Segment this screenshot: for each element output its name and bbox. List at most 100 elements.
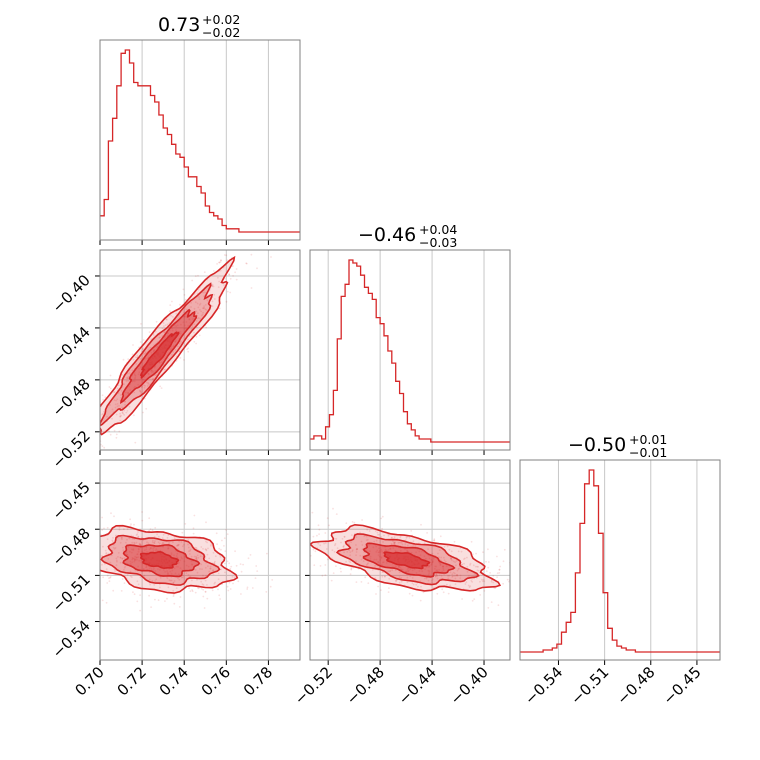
sample-point bbox=[178, 543, 180, 546]
sample-point bbox=[149, 346, 152, 349]
sample-point bbox=[85, 549, 87, 551]
sample-point bbox=[428, 570, 431, 573]
sample-point bbox=[170, 353, 173, 356]
sample-point bbox=[476, 569, 479, 572]
sample-point bbox=[540, 598, 542, 600]
sample-point bbox=[120, 590, 123, 592]
sample-point bbox=[387, 570, 390, 573]
sample-point bbox=[487, 561, 490, 563]
sample-point bbox=[93, 437, 95, 439]
sample-point bbox=[101, 394, 104, 397]
sample-point bbox=[134, 385, 136, 388]
sample-point bbox=[158, 542, 161, 545]
sample-point bbox=[185, 321, 188, 323]
sample-point bbox=[137, 383, 140, 386]
sample-point bbox=[191, 563, 193, 565]
sample-point bbox=[158, 583, 161, 586]
sample-point bbox=[166, 573, 169, 576]
sample-point bbox=[332, 507, 334, 510]
sample-point bbox=[494, 587, 496, 590]
sample-point bbox=[90, 463, 92, 465]
sample-point bbox=[175, 325, 178, 328]
sample-point bbox=[209, 567, 212, 570]
sample-point bbox=[368, 530, 371, 532]
sample-point bbox=[38, 540, 40, 542]
title-param-2-plus: +0.01 bbox=[629, 432, 667, 447]
contour-level-4 bbox=[383, 551, 431, 570]
sample-point bbox=[121, 406, 123, 409]
sample-point bbox=[216, 263, 219, 265]
x-tick-label-param-2: −0.48 bbox=[613, 663, 658, 708]
sample-point bbox=[229, 567, 232, 570]
sample-point bbox=[121, 546, 124, 549]
sample-point bbox=[211, 589, 214, 592]
sample-point bbox=[503, 548, 506, 551]
sample-point bbox=[96, 436, 98, 438]
sample-point bbox=[127, 392, 129, 394]
sample-point bbox=[349, 573, 352, 575]
sample-point bbox=[116, 405, 119, 408]
sample-point bbox=[469, 564, 471, 566]
sample-point bbox=[132, 549, 135, 551]
sample-point bbox=[97, 430, 99, 432]
sample-point bbox=[145, 565, 148, 568]
sample-point bbox=[208, 557, 211, 560]
sample-point bbox=[194, 546, 197, 549]
sample-point bbox=[204, 579, 207, 582]
sample-point bbox=[434, 565, 436, 568]
sample-point bbox=[116, 403, 119, 405]
sample-point bbox=[195, 342, 198, 345]
sample-point bbox=[491, 579, 493, 582]
sample-point bbox=[113, 429, 116, 432]
sample-point bbox=[128, 385, 131, 388]
sample-point bbox=[103, 446, 106, 449]
sample-point bbox=[152, 350, 155, 352]
sample-point bbox=[187, 347, 190, 350]
sample-point bbox=[204, 304, 207, 306]
sample-point bbox=[156, 533, 159, 536]
sample-point bbox=[145, 546, 148, 548]
sample-point bbox=[234, 550, 237, 553]
sample-point bbox=[369, 558, 372, 560]
sample-point bbox=[335, 513, 338, 515]
sample-point bbox=[154, 330, 157, 333]
sample-point bbox=[487, 566, 490, 569]
sample-point bbox=[326, 517, 329, 520]
sample-point bbox=[130, 523, 132, 526]
sample-point bbox=[91, 435, 93, 437]
sample-point bbox=[438, 574, 441, 577]
sample-point bbox=[437, 552, 439, 555]
sample-point bbox=[177, 548, 180, 551]
sample-point bbox=[231, 575, 234, 578]
sample-point bbox=[190, 301, 193, 304]
sample-point bbox=[90, 422, 92, 424]
sample-point bbox=[423, 555, 426, 558]
sample-point bbox=[330, 579, 333, 582]
sample-point bbox=[196, 578, 198, 581]
sample-point bbox=[129, 560, 132, 563]
sample-point bbox=[174, 349, 177, 351]
sample-point bbox=[145, 551, 148, 554]
sample-point bbox=[140, 561, 143, 563]
sample-point bbox=[407, 569, 410, 572]
sample-point bbox=[378, 549, 381, 552]
sample-point bbox=[170, 552, 173, 555]
sample-point bbox=[168, 579, 171, 581]
sample-point bbox=[159, 385, 162, 388]
sample-point bbox=[166, 323, 169, 326]
sample-point bbox=[121, 536, 123, 539]
sample-point bbox=[143, 376, 146, 378]
sample-point bbox=[141, 511, 144, 513]
sample-point bbox=[435, 569, 438, 572]
sample-point bbox=[381, 551, 384, 554]
sample-point bbox=[443, 573, 445, 576]
sample-point bbox=[158, 569, 161, 571]
sample-point bbox=[161, 327, 164, 330]
sample-point bbox=[140, 386, 143, 389]
sample-point bbox=[193, 514, 196, 517]
sample-point bbox=[130, 576, 133, 578]
sample-point bbox=[377, 554, 380, 556]
sample-point bbox=[166, 572, 169, 574]
sample-point bbox=[136, 553, 139, 555]
sample-point bbox=[490, 601, 493, 603]
